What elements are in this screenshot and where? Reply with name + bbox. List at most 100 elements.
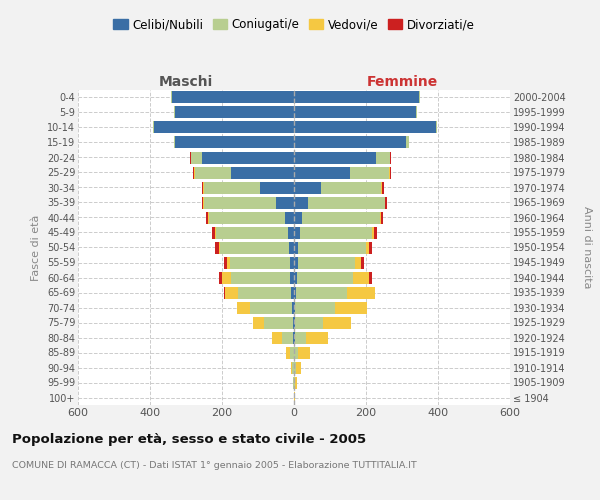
- Bar: [212, 226, 215, 238]
- Bar: [204, 182, 260, 194]
- Bar: [174, 136, 175, 148]
- Bar: [193, 166, 194, 178]
- Bar: [380, 212, 382, 224]
- Bar: [253, 316, 265, 328]
- Bar: [171, 92, 172, 104]
- Bar: [221, 272, 231, 283]
- Bar: [382, 182, 384, 194]
- Bar: [292, 362, 294, 374]
- Bar: [203, 182, 204, 194]
- Bar: [295, 346, 298, 358]
- Bar: [295, 332, 305, 344]
- Bar: [231, 166, 294, 178]
- Bar: [216, 226, 287, 238]
- Bar: [406, 136, 409, 148]
- Bar: [294, 106, 416, 118]
- Bar: [215, 242, 219, 254]
- Bar: [416, 106, 417, 118]
- Bar: [294, 226, 300, 238]
- Bar: [294, 302, 295, 314]
- Bar: [361, 256, 364, 268]
- Bar: [287, 226, 294, 238]
- Bar: [295, 302, 335, 314]
- Bar: [373, 226, 374, 238]
- Bar: [294, 272, 297, 283]
- Bar: [272, 332, 283, 344]
- Bar: [298, 242, 366, 254]
- Bar: [224, 286, 225, 298]
- Bar: [294, 136, 406, 148]
- Bar: [219, 242, 220, 254]
- Bar: [203, 196, 204, 208]
- Bar: [291, 286, 294, 298]
- Bar: [290, 346, 293, 358]
- Bar: [385, 196, 387, 208]
- Bar: [382, 212, 383, 224]
- Text: COMUNE DI RAMACCA (CT) - Dati ISTAT 1° gennaio 2005 - Elaborazione TUTTITALIA.IT: COMUNE DI RAMACCA (CT) - Dati ISTAT 1° g…: [12, 460, 417, 469]
- Bar: [238, 286, 291, 298]
- Bar: [206, 212, 208, 224]
- Bar: [220, 242, 289, 254]
- Bar: [297, 272, 353, 283]
- Bar: [308, 196, 385, 208]
- Bar: [153, 122, 154, 134]
- Bar: [276, 196, 294, 208]
- Bar: [283, 332, 293, 344]
- Bar: [209, 212, 285, 224]
- Bar: [154, 122, 294, 134]
- Bar: [300, 226, 373, 238]
- Bar: [202, 196, 203, 208]
- Bar: [172, 92, 294, 104]
- Text: Femmine: Femmine: [367, 75, 437, 89]
- Bar: [369, 272, 372, 283]
- Bar: [294, 242, 298, 254]
- Bar: [305, 332, 328, 344]
- Bar: [227, 256, 230, 268]
- Y-axis label: Anni di nascita: Anni di nascita: [583, 206, 592, 288]
- Bar: [291, 362, 292, 374]
- Bar: [374, 286, 376, 298]
- Bar: [208, 212, 209, 224]
- Legend: Celibi/Nubili, Coniugati/e, Vedovi/e, Divorziati/e: Celibi/Nubili, Coniugati/e, Vedovi/e, Di…: [109, 14, 479, 36]
- Bar: [294, 122, 436, 134]
- Y-axis label: Fasce di età: Fasce di età: [31, 214, 41, 280]
- Bar: [202, 152, 294, 164]
- Bar: [225, 286, 238, 298]
- Bar: [231, 272, 290, 283]
- Bar: [389, 166, 390, 178]
- Bar: [298, 256, 355, 268]
- Bar: [194, 166, 195, 178]
- Bar: [190, 152, 191, 164]
- Bar: [191, 152, 202, 164]
- Bar: [350, 166, 389, 178]
- Bar: [294, 152, 376, 164]
- Bar: [285, 212, 294, 224]
- Bar: [219, 272, 221, 283]
- Bar: [290, 256, 294, 268]
- Bar: [294, 256, 298, 268]
- Bar: [296, 286, 347, 298]
- Text: Popolazione per età, sesso e stato civile - 2005: Popolazione per età, sesso e stato civil…: [12, 432, 366, 446]
- Bar: [294, 376, 295, 388]
- Text: Maschi: Maschi: [159, 75, 213, 89]
- Bar: [265, 316, 293, 328]
- Bar: [419, 92, 420, 104]
- Bar: [353, 272, 369, 283]
- Bar: [293, 316, 294, 328]
- Bar: [290, 272, 294, 283]
- Bar: [355, 256, 361, 268]
- Bar: [436, 122, 437, 134]
- Bar: [295, 376, 296, 388]
- Bar: [250, 302, 292, 314]
- Bar: [302, 212, 380, 224]
- Bar: [323, 316, 351, 328]
- Bar: [369, 242, 372, 254]
- Bar: [366, 242, 369, 254]
- Bar: [289, 242, 294, 254]
- Bar: [390, 152, 391, 164]
- Bar: [298, 346, 310, 358]
- Bar: [390, 166, 391, 178]
- Bar: [347, 286, 374, 298]
- Bar: [295, 316, 323, 328]
- Bar: [202, 182, 203, 194]
